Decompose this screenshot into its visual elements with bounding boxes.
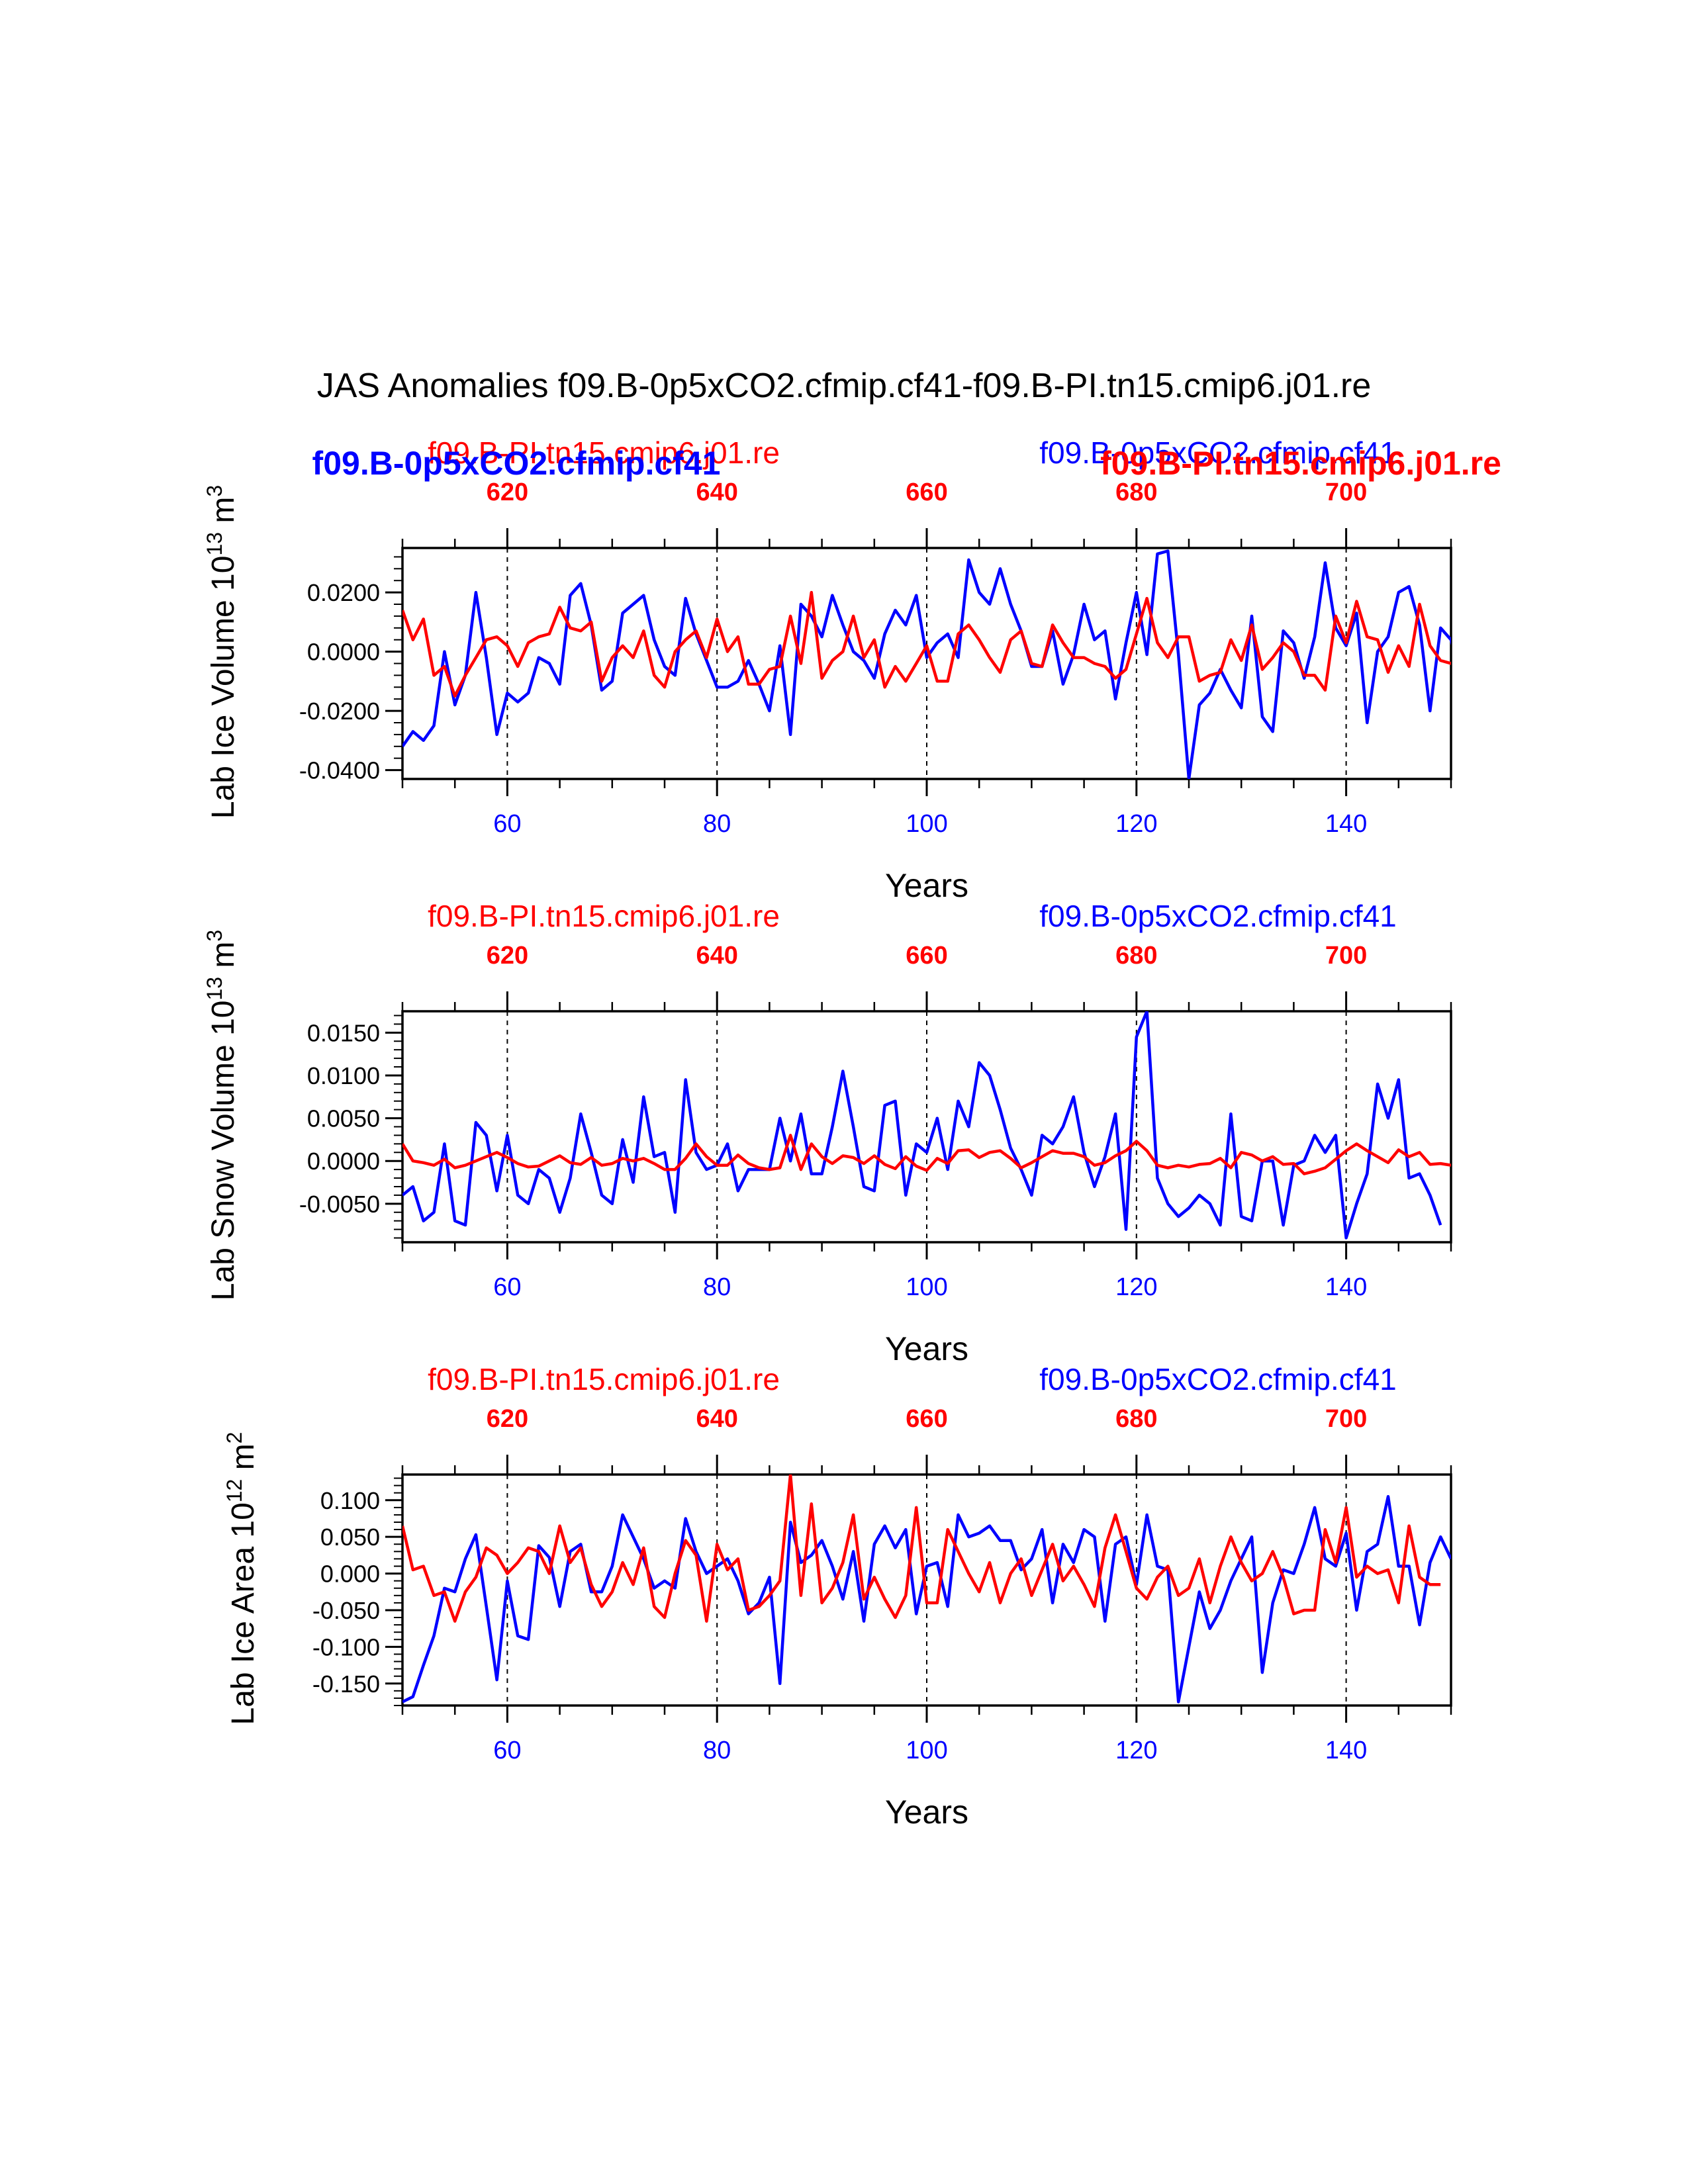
y-tick-label: -0.0400: [299, 757, 380, 784]
top-x-tick-label-680: 680: [1115, 478, 1157, 506]
x-tick-label-140: 140: [1325, 810, 1367, 838]
y-axis-label: Lab Ice Area 1012 m2: [222, 1432, 261, 1725]
x-axis-label: Years: [885, 867, 968, 904]
y-tick-label: 0.100: [320, 1487, 380, 1514]
series-line-case: [402, 549, 1451, 779]
x-tick-label-80: 80: [703, 1737, 731, 1764]
x-tick-label-120: 120: [1115, 1737, 1157, 1764]
case-name-label-bold: f09.B-0p5xCO2.cfmip.cf41: [312, 445, 721, 482]
panel-snow-volume: f09.B-PI.tn15.cmip6.j01.re f09.B-0p5xCO2…: [203, 899, 1452, 1367]
axes: 60 80 100 120 140 620 640 660 680 700 -0.150 -0.100…: [312, 1405, 1452, 1764]
figure-title: JAS Anomalies f09.B-0p5xCO2.cfmip.cf41-f…: [317, 367, 1372, 405]
top-x-tick-label-660: 660: [906, 1405, 947, 1433]
panel-ice-area: f09.B-PI.tn15.cmip6.j01.re f09.B-0p5xCO2…: [222, 1362, 1452, 1831]
y-tick-label: -0.050: [312, 1597, 380, 1624]
y-tick-label: 0.0100: [307, 1062, 380, 1089]
case-name-label: f09.B-0p5xCO2.cfmip.cf41: [1039, 899, 1396, 933]
top-x-tick-label-620: 620: [487, 942, 528, 970]
top-x-tick-label-700: 700: [1325, 942, 1367, 970]
ctrl-name-label: f09.B-PI.tn15.cmip6.j01.re: [428, 1362, 780, 1396]
top-x-tick-label-700: 700: [1325, 1405, 1367, 1433]
series-line-ctrl: [402, 1475, 1441, 1623]
x-tick-label-140: 140: [1325, 1273, 1367, 1301]
top-x-tick-label-680: 680: [1115, 942, 1157, 970]
x-tick-label-100: 100: [906, 810, 947, 838]
case-name-label: f09.B-0p5xCO2.cfmip.cf41: [1039, 1362, 1396, 1396]
case-name-label: f09.B-0p5xCO2.cfmip.cf41: [1039, 435, 1396, 470]
top-x-tick-label-620: 620: [487, 478, 528, 506]
panel-ice-volume: f09.B-PI.tn15.cmip6.j01.re f09.B-0p5xCO2…: [203, 435, 1501, 904]
x-tick-label-80: 80: [703, 810, 731, 838]
y-tick-label: 0.0000: [307, 1148, 380, 1175]
x-tick-label-60: 60: [493, 810, 521, 838]
x-tick-label-80: 80: [703, 1273, 731, 1301]
ctrl-name-label: f09.B-PI.tn15.cmip6.j01.re: [428, 899, 780, 933]
x-tick-label-100: 100: [906, 1273, 947, 1301]
y-tick-label: 0.0050: [307, 1105, 380, 1132]
top-x-tick-label-640: 640: [696, 478, 737, 506]
x-tick-label-60: 60: [493, 1273, 521, 1301]
x-axis-label: Years: [885, 1794, 968, 1831]
x-tick-label-120: 120: [1115, 810, 1157, 838]
series-line-case: [402, 1011, 1442, 1240]
top-x-tick-label-640: 640: [696, 1405, 737, 1433]
series-lines: [402, 1475, 1451, 1704]
x-tick-label-60: 60: [493, 1737, 521, 1764]
y-tick-label: 0.050: [320, 1524, 380, 1551]
y-tick-label: -0.100: [312, 1633, 380, 1661]
series-lines: [402, 549, 1451, 779]
y-axis-label: Lab Ice Volume 1013 m3: [203, 485, 241, 819]
y-tick-label: 0.0200: [307, 579, 380, 606]
y-tick-label: 0.000: [320, 1561, 380, 1588]
axes: 60 80 100 120 140 620 640 660 680 700 -0.0050 0.000…: [299, 942, 1452, 1301]
series-line-ctrl: [402, 1134, 1451, 1175]
top-x-tick-label-640: 640: [696, 942, 737, 970]
x-tick-label-140: 140: [1325, 1737, 1367, 1764]
axes: 60 80 100 120 140 620 640 660 680 700 -0.0400 -0.02…: [299, 478, 1452, 838]
y-axis-label: Lab Snow Volume 1013 m3: [203, 930, 241, 1300]
series-line-case: [402, 1494, 1451, 1704]
y-tick-label: 0.0150: [307, 1019, 380, 1046]
x-tick-label-120: 120: [1115, 1273, 1157, 1301]
y-tick-label: 0.0000: [307, 639, 380, 666]
y-tick-label: -0.0050: [299, 1191, 380, 1218]
series-line-ctrl: [402, 590, 1451, 698]
y-tick-label: -0.150: [312, 1670, 380, 1698]
top-x-tick-label-700: 700: [1325, 478, 1367, 506]
gridlines: [506, 548, 1347, 779]
top-x-tick-label-660: 660: [906, 942, 947, 970]
series-lines: [402, 1011, 1451, 1240]
ctrl-name-label: f09.B-PI.tn15.cmip6.j01.re: [428, 435, 780, 470]
ctrl-name-label-bold: f09.B-PI.tn15.cmip6.j01.re: [1100, 445, 1501, 482]
x-axis-label: Years: [885, 1330, 968, 1367]
top-x-tick-label-660: 660: [906, 478, 947, 506]
top-x-tick-label-680: 680: [1115, 1405, 1157, 1433]
top-x-tick-label-620: 620: [487, 1405, 528, 1433]
y-tick-label: -0.0200: [299, 698, 380, 725]
x-tick-label-100: 100: [906, 1737, 947, 1764]
gridlines: [506, 1011, 1347, 1242]
